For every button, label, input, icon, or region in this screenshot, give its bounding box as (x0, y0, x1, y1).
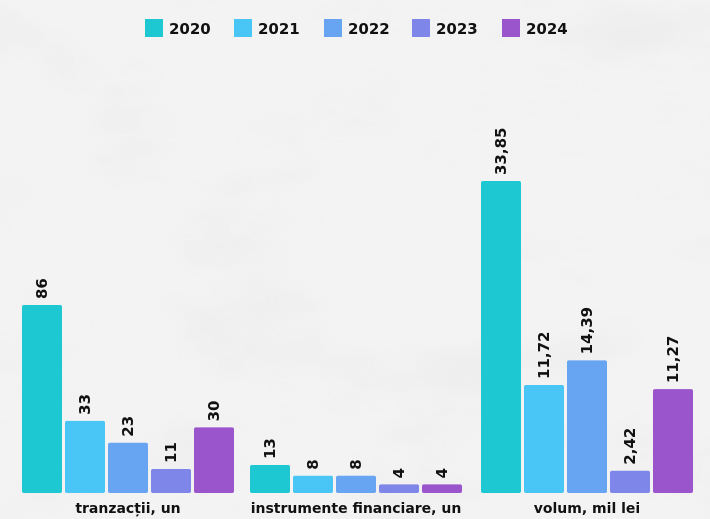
data-label: 4 (390, 468, 408, 478)
group-3: 33,85 11,72 14,39 2,42 11,27 volum, mil lei (481, 128, 693, 517)
legend-label: 2020 (169, 20, 211, 38)
legend-label: 2023 (436, 20, 478, 38)
data-label: 13 (261, 438, 279, 459)
legend-item-2022: 2022 (324, 19, 390, 38)
bar-2020 (250, 465, 290, 493)
bar-2021 (524, 384, 564, 493)
bar-2022 (336, 475, 376, 493)
legend-label: 2022 (348, 20, 390, 38)
bar-2024 (422, 484, 462, 493)
data-label: 4 (433, 468, 451, 478)
data-label: 86 (33, 278, 51, 299)
data-label: 30 (205, 401, 223, 422)
data-label: 33,85 (492, 128, 510, 175)
legend-item-2023: 2023 (412, 19, 478, 38)
data-label: 11,27 (664, 336, 682, 383)
legend-item-2020: 2020 (145, 19, 211, 38)
bar-2021 (65, 420, 105, 493)
category-label: tranzacții, un (75, 501, 180, 517)
plot-area: 86 33 23 11 30 tranzacții, un 13 8 8 4 4 instrument… (22, 128, 693, 517)
data-label: 23 (119, 416, 137, 437)
legend: 2020 2021 2022 2023 2024 (145, 19, 568, 38)
legend-item-2021: 2021 (234, 19, 300, 38)
group-2: 13 8 8 4 4 instrumente financiare, un (250, 438, 462, 517)
legend-label: 2024 (526, 20, 568, 38)
data-label: 33 (76, 394, 94, 415)
legend-swatch (502, 19, 520, 37)
bar-2023 (151, 468, 191, 493)
data-label: 11 (162, 442, 180, 463)
data-label: 11,72 (535, 332, 553, 379)
bar-2021 (293, 475, 333, 493)
legend-swatch (412, 19, 430, 37)
bar-2022 (108, 442, 148, 493)
legend-item-2024: 2024 (502, 19, 568, 38)
legend-swatch (324, 19, 342, 37)
legend-swatch (234, 19, 252, 37)
category-label: instrumente financiare, un (251, 501, 462, 517)
bar-2023 (610, 470, 650, 493)
bar-2023 (379, 484, 419, 493)
legend-swatch (145, 19, 163, 37)
data-label: 14,39 (578, 307, 596, 354)
data-label: 2,42 (621, 428, 639, 465)
bar-2024 (653, 389, 693, 493)
data-label: 8 (347, 459, 365, 469)
bar-2022 (567, 360, 607, 493)
category-label: volum, mil lei (534, 501, 640, 517)
bar-2020 (481, 181, 521, 493)
bar-2024 (194, 427, 234, 493)
legend-label: 2021 (258, 20, 300, 38)
data-label: 8 (304, 459, 322, 469)
group-1: 86 33 23 11 30 tranzacții, un (22, 278, 234, 517)
bar-2020 (22, 305, 62, 493)
